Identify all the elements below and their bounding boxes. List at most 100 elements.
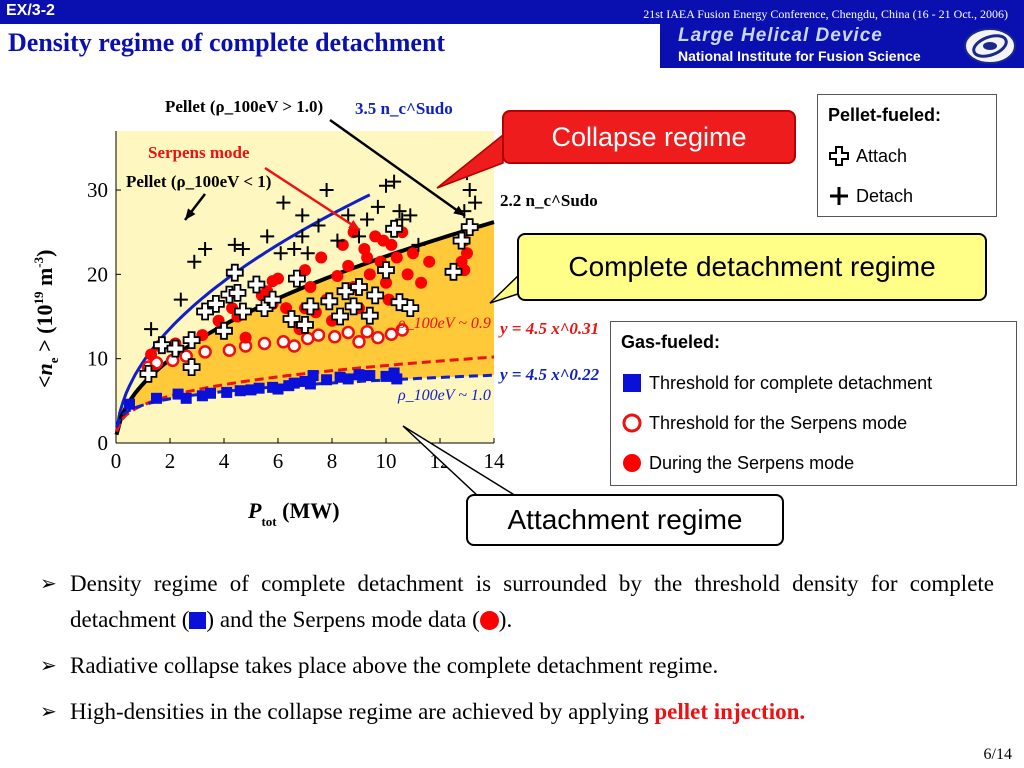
serpens-point: [401, 268, 414, 281]
threshold-complete-point: [353, 369, 365, 381]
axes: 024681012140102030: [87, 131, 505, 473]
pellet-detach-point: [287, 242, 302, 257]
pellet-attach-point: [152, 336, 171, 355]
pellet-detach-point: [370, 199, 385, 214]
bullet-1-text-a: Density regime of complete detachment is…: [70, 571, 994, 632]
threshold-serpens-point: [395, 323, 409, 337]
x-tick-label: 14: [484, 449, 506, 473]
pellet-attach-point: [344, 297, 363, 316]
serpens-point: [315, 251, 328, 264]
bullet-arrow-icon: ➢: [40, 655, 57, 677]
threshold-serpens-point: [198, 345, 212, 359]
nifs-logo: [964, 28, 1016, 64]
arrow-to-serpens-head: [348, 220, 360, 230]
pellet-attach-point: [182, 331, 201, 350]
pellet-attach-point: [377, 261, 395, 280]
pellet-detach-point: [295, 229, 310, 244]
pellet-detach-point: [260, 229, 275, 244]
pellet-detach-point: [341, 208, 356, 223]
pellet-attach-point: [228, 283, 247, 302]
plus-icon: [830, 187, 848, 205]
pellet-attach-point: [301, 297, 320, 316]
pellet-legend-title: Pellet-fueled:: [828, 105, 942, 125]
threshold-serpens-point: [276, 335, 291, 349]
pellet-detach-point: [462, 183, 477, 198]
title-panel: Density regime of complete detachment: [0, 24, 660, 68]
pellet-gt-label: Pellet (ρ_100eV > 1.0): [165, 97, 323, 116]
pellet-detach-point: [187, 254, 202, 269]
threshold-serpens-point: [287, 339, 301, 353]
serpens-point: [363, 268, 376, 281]
nifs-name: National Institute for Fusion Science: [678, 48, 921, 64]
bullet-list: ➢ Density regime of complete detachment …: [40, 566, 994, 740]
annotations: Pellet (ρ_100eV > 1.0) 3.5 n_c^Sudo Serpen…: [126, 97, 600, 497]
threshold-complete-point: [221, 386, 233, 398]
serpens-point: [304, 281, 317, 293]
density-chart: 024681012140102030 Pellet (ρ_100eV > 1.0…: [31, 97, 600, 529]
pellet-lt-label: Pellet (ρ_100eV < 1): [126, 172, 271, 191]
threshold-complete-point: [391, 373, 403, 385]
threshold-complete-point: [304, 378, 316, 390]
pellet-attach-point: [225, 263, 244, 282]
bullet-2-text: Radiative collapse takes place above the…: [70, 653, 719, 678]
bullet-arrow-icon: ➢: [40, 701, 57, 723]
pellet-attach-point: [206, 294, 225, 313]
threshold-complete-point: [253, 382, 265, 394]
serpens-point: [331, 270, 344, 283]
threshold-complete-point: [321, 374, 333, 386]
threshold-complete-point: [388, 367, 400, 379]
pellet-attach-point: [233, 302, 252, 321]
serpens-mode-label: Serpens mode: [148, 143, 250, 162]
pellet-detach-point: [173, 292, 188, 307]
threshold-complete-point: [334, 371, 346, 383]
pellet-attach-point: [263, 290, 282, 309]
threshold-serpens-point: [371, 330, 385, 345]
gas-legend: Gas-fueled: Threshold for complete detac…: [610, 321, 1017, 486]
pellet-detach-point: [198, 242, 213, 257]
threshold-complete-point: [196, 390, 208, 402]
red-circle-icon: [479, 611, 499, 630]
bullet-arrow-icon: ➢: [40, 573, 57, 595]
legend-detach-label: Detach: [856, 185, 914, 206]
pellet-detach-point: [276, 195, 291, 210]
blue-square-icon: [189, 612, 207, 629]
pellet-detach-point: [144, 322, 159, 337]
legend-row-during-serpens: During the Serpens mode: [621, 452, 854, 474]
header-bar: EX/3-2 21st IAEA Fusion Energy Conferenc…: [0, 0, 1024, 68]
x-tick-label: 2: [165, 449, 176, 473]
attachment-regime-callout: Attachment regime: [466, 494, 784, 546]
serpens-point: [239, 331, 252, 344]
collapse-regime-callout: Collapse regime: [502, 110, 796, 164]
blue-square-icon: [623, 374, 641, 392]
x-tick-label: 4: [219, 449, 230, 473]
pellet-detach-point: [360, 212, 375, 227]
threshold-complete-point: [380, 370, 392, 382]
legend-attach-label: Attach: [856, 145, 908, 166]
threshold-complete-point: [272, 383, 284, 395]
serpens-point: [377, 234, 390, 247]
red-circle-icon: [623, 454, 641, 472]
pellet-detach-point: [352, 229, 366, 244]
pellet-detach-point: [379, 178, 393, 193]
pellet-attach-point: [452, 231, 471, 250]
pellet-attach-point: [196, 302, 215, 321]
serpens-point: [415, 276, 428, 289]
gas-legend-title: Gas-fueled:: [621, 332, 721, 352]
threshold-serpens-point: [257, 336, 272, 351]
serpens-point: [266, 275, 279, 288]
arrow-to-22: [329, 118, 466, 218]
curve-22-label: 2.2 n_c^Sudo: [500, 191, 598, 210]
pellet-attach-point: [401, 299, 420, 318]
pellet-detach-point: [392, 204, 407, 219]
threshold-complete-point: [307, 370, 319, 382]
threshold-serpens-point: [327, 330, 342, 344]
legend-row-attach: Attach: [828, 145, 907, 167]
threshold-serpens-point: [300, 331, 315, 346]
legend-row-threshold-complete: Threshold for complete detachment: [621, 372, 932, 394]
pellet-attach-point: [282, 310, 301, 328]
serpens-point: [342, 259, 355, 272]
serpens-point: [423, 255, 436, 268]
bullet-1: ➢ Density regime of complete detachment …: [40, 566, 994, 638]
x-tick-label: 10: [376, 449, 397, 473]
curve-35-label: 3.5 n_c^Sudo: [355, 99, 453, 118]
